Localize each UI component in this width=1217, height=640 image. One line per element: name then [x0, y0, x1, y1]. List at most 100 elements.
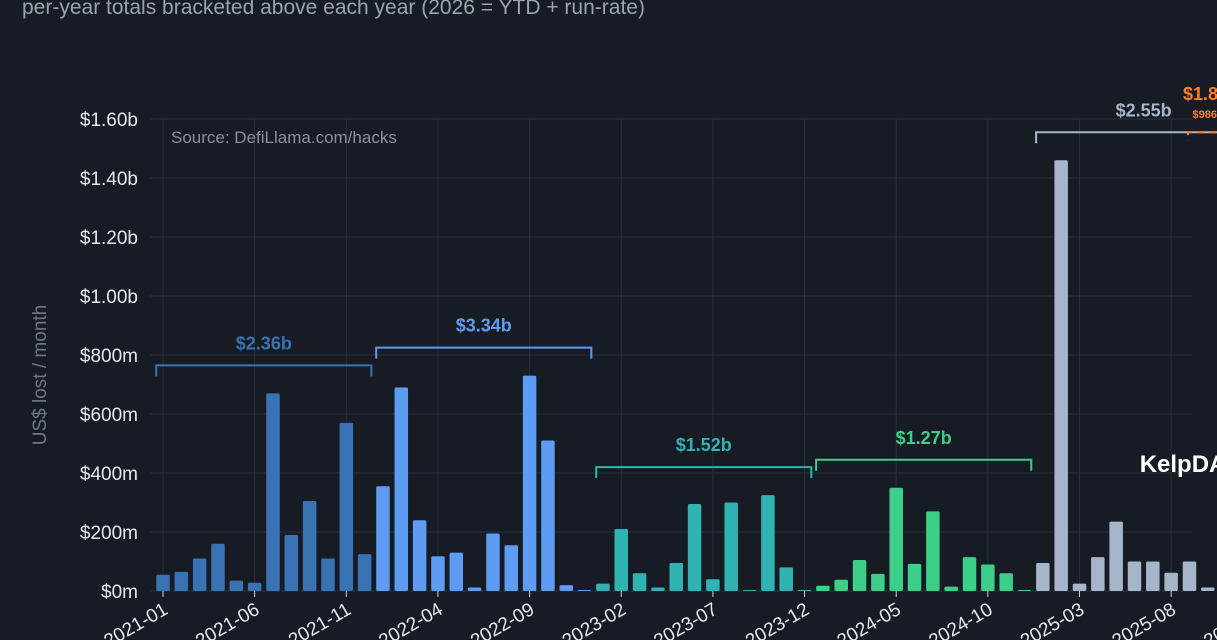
- bar-14: [412, 520, 427, 591]
- bar-40: [889, 487, 903, 591]
- bar-34: [779, 567, 793, 591]
- bracket-label-2023: $1.52b: [676, 435, 732, 455]
- bars: [156, 160, 1215, 592]
- bar-22: [559, 585, 574, 591]
- annotation-label: KelpDAO: [1140, 451, 1217, 478]
- bar-37: [834, 579, 848, 591]
- bar-27: [651, 587, 665, 591]
- x-tick-label: 2022-09: [467, 599, 538, 640]
- x-tick-label: 2021-06: [192, 599, 263, 640]
- bracket-2023: [595, 466, 813, 479]
- bracket-sublabel-2026: $986m YTD: [1192, 109, 1217, 121]
- bar-52: [1109, 521, 1123, 591]
- bar-26: [632, 573, 647, 591]
- x-tick-label: 2023-02: [559, 599, 630, 640]
- y-axis-label: US$ lost / month: [30, 305, 51, 445]
- bar-10: [339, 422, 354, 591]
- bar-0: [156, 574, 170, 591]
- y-tick-label: $800m: [80, 346, 138, 367]
- bar-56: [1182, 561, 1197, 591]
- x-tick-label: 2024-10: [925, 599, 996, 640]
- bar-39: [871, 573, 885, 591]
- y-tick-label: $400m: [80, 464, 138, 485]
- bar-11: [357, 554, 372, 591]
- x-tick-label: 2024-05: [834, 599, 905, 640]
- y-tick-label: $1.20b: [80, 228, 138, 249]
- bar-41: [907, 563, 922, 591]
- bar-33: [761, 495, 775, 591]
- bar-1: [174, 571, 189, 591]
- bracket-2021: [155, 364, 373, 377]
- bar-45: [981, 564, 995, 591]
- bar-55: [1164, 572, 1178, 591]
- bar-7: [284, 534, 299, 591]
- bracket-2025: [1035, 131, 1217, 144]
- bar-13: [394, 387, 409, 591]
- bar-17: [467, 587, 482, 591]
- bar-31: [724, 502, 738, 591]
- bar-6: [266, 393, 280, 591]
- x-tick-label: 2023-07: [651, 599, 722, 640]
- y-tick-label: $200m: [80, 523, 138, 544]
- chart-subtitle: per-year totals bracketed above each yea…: [22, 0, 645, 19]
- x-tick-label: 2025-08: [1109, 599, 1180, 640]
- bar-43: [944, 586, 958, 591]
- year-total-brackets: $2.36b $3.34b $1.52b $1.27b $2.55b $1.89b/yr $…: [155, 84, 1217, 479]
- x-tick-label: 2025-03: [1017, 599, 1088, 640]
- bar-23: [577, 590, 592, 591]
- y-tick-label: $600m: [80, 405, 138, 426]
- bracket-label-2026: $1.89b/yr: [1183, 84, 1217, 104]
- bar-42: [926, 511, 940, 591]
- bar-18: [486, 533, 500, 591]
- bar-28: [669, 562, 683, 591]
- bar-3: [211, 543, 225, 591]
- bar-19: [504, 545, 519, 591]
- bar-21: [541, 440, 555, 591]
- bar-29: [687, 503, 702, 591]
- bar-50: [1072, 583, 1087, 591]
- bracket-2024: [815, 458, 1033, 471]
- bracket-2026: [1187, 131, 1217, 141]
- bar-35: [797, 590, 812, 591]
- y-tick-label: $0m: [101, 582, 138, 603]
- y-tick-label: $1.60b: [80, 110, 138, 131]
- y-tick-label: $1.00b: [80, 287, 138, 308]
- bar-25: [614, 529, 628, 591]
- bar-38: [852, 560, 867, 591]
- bar-5: [247, 582, 262, 591]
- bar-24: [596, 583, 610, 591]
- bar-54: [1146, 561, 1160, 591]
- bar-2: [192, 558, 207, 591]
- y-tick-label: $1.40b: [80, 169, 138, 190]
- x-tick-label: 2021-11: [285, 599, 355, 640]
- bar-57: [1201, 587, 1215, 591]
- bar-12: [376, 486, 390, 591]
- bar-36: [816, 585, 830, 591]
- x-tick-label: 2026-01: [1200, 599, 1217, 640]
- bracket-label-2025: $2.55b: [1116, 100, 1172, 120]
- bar-48: [1036, 562, 1050, 591]
- bar-30: [706, 579, 720, 591]
- x-axis-ticks: 2021-01 2021-06 2021-11 2022-04 2022-09 2023-…: [101, 591, 1217, 640]
- x-tick-label: 2023-12: [742, 599, 813, 640]
- bar-53: [1127, 561, 1142, 591]
- source-note: Source: DefiLlama.com/hacks: [171, 128, 397, 147]
- x-tick-label: 2021-01: [101, 599, 172, 640]
- bar-44: [962, 557, 977, 591]
- bar-47: [1017, 590, 1032, 591]
- bar-49: [1054, 160, 1068, 592]
- bar-16: [449, 552, 464, 591]
- bar-51: [1091, 557, 1105, 591]
- bar-15: [431, 556, 445, 591]
- bar-9: [321, 558, 335, 591]
- bracket-label-2022: $3.34b: [456, 316, 512, 336]
- kelpdao-annotation: KelpDAO: [1140, 451, 1217, 478]
- bar-20: [522, 375, 537, 591]
- x-tick-label: 2022-04: [376, 599, 447, 640]
- y-axis-ticks: $0m $200m $400m $600m $800m $1.00b $1.20b $1.40…: [80, 110, 138, 603]
- bar-8: [302, 501, 317, 591]
- bracket-label-2021: $2.36b: [236, 333, 292, 353]
- bracket-2022: [375, 346, 593, 359]
- bar-4: [229, 580, 244, 591]
